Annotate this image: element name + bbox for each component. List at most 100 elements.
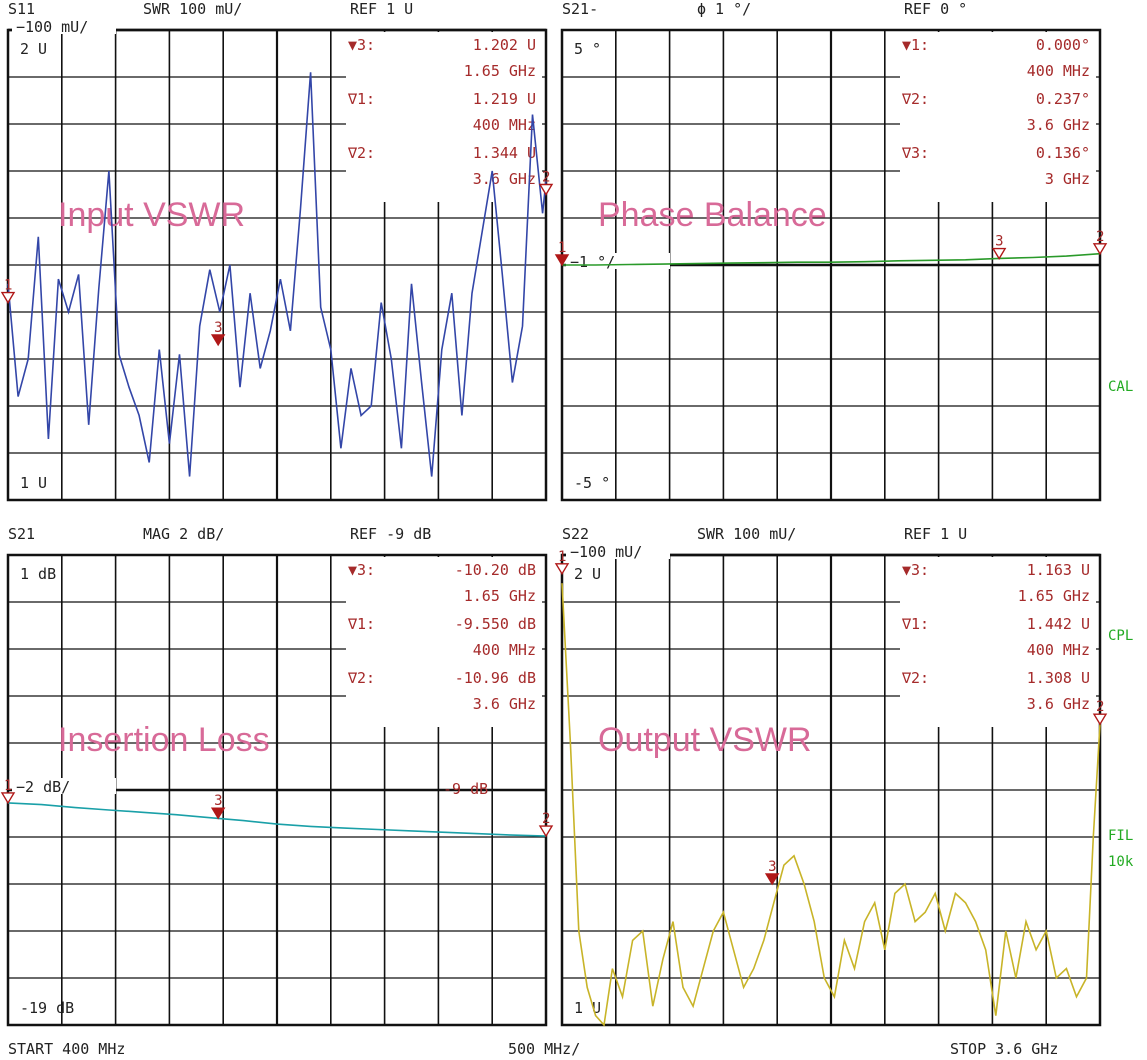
- marker-3-triangle: [991, 247, 1007, 260]
- marker-2-label: 2: [1096, 699, 1104, 715]
- marker-1-label: 1: [4, 778, 12, 794]
- readout-value-1: -9.550 dB: [455, 615, 536, 633]
- marker-1-triangle: [0, 792, 16, 805]
- readout-marker-3: ▼3:: [348, 36, 375, 54]
- readout-marker-3: ▼3:: [902, 561, 929, 579]
- scale-top-label: 2 U: [574, 565, 601, 583]
- trace-line: [7, 802, 547, 837]
- start-frequency: START 400 MHz: [8, 1040, 125, 1058]
- marker-2-label: 2: [1096, 229, 1104, 245]
- reference-label: REF 1 U: [350, 0, 413, 18]
- s21-phase-panel: S21- ϕ 1 °/ REF 0 ° ▼1: 0.000° 400 MHz ∇2: 0.23…: [554, 0, 1108, 502]
- readout-freq-1: 400 MHz: [1027, 641, 1090, 659]
- readout-value-3: 0.136°: [1036, 144, 1090, 162]
- marker-1-triangle: [0, 291, 16, 304]
- scale-top-label: 5 °: [574, 40, 601, 58]
- readout-marker-1: ∇1:: [347, 90, 375, 108]
- readout-freq-3: 1.65 GHz: [464, 62, 536, 80]
- frequency-division: 500 MHz/: [508, 1040, 580, 1058]
- scale-bottom-label: -5 °: [574, 474, 610, 492]
- reference-label: REF -9 dB: [350, 525, 431, 543]
- cal-label: CAL: [1108, 379, 1133, 395]
- cpl-label: CPL: [1108, 628, 1133, 644]
- marker-2-triangle: [1092, 243, 1108, 256]
- readout-marker-1: ▼1:: [902, 36, 929, 54]
- scale-top-label: 2 U: [20, 40, 47, 58]
- readout-background: [346, 557, 542, 727]
- readout-marker-3: ▼3:: [348, 561, 375, 579]
- marker-3-triangle: [210, 334, 226, 347]
- scale-bottom-label: 1 U: [574, 999, 601, 1017]
- readout-freq-2: 3.6 GHz: [1027, 695, 1090, 713]
- readout-freq-1: 400 MHz: [1027, 62, 1090, 80]
- scale-bottom-label: -19 dB: [20, 999, 74, 1017]
- scale-ref-label: −100 mU/: [16, 18, 88, 36]
- readout-freq-1: 400 MHz: [473, 116, 536, 134]
- readout-marker-2: ∇2:: [901, 90, 929, 108]
- scale-ref-label: −1 °/: [570, 253, 615, 271]
- marker-3-label: 3: [768, 859, 776, 875]
- readout-value-1: 0.000°: [1036, 36, 1090, 54]
- reference-label: REF 0 °: [904, 0, 967, 18]
- fil-label: FIL: [1108, 828, 1133, 844]
- readout-freq-3: 3 GHz: [1045, 170, 1090, 188]
- param-label: S21: [8, 525, 35, 543]
- panel-title: Insertion Loss: [58, 721, 270, 759]
- readout-background: [346, 32, 542, 202]
- marker-2-label: 2: [542, 811, 550, 827]
- panel-title: Output VSWR: [598, 721, 812, 759]
- marker-2-label: 2: [542, 170, 550, 186]
- readout-value-2: 0.237°: [1036, 90, 1090, 108]
- s22-panel: S22 SWR 100 mU/REF 1 U ▼3: 1.163 U 1.65 GHz ∇…: [554, 525, 1108, 1027]
- scale-bottom-label: 1 U: [20, 474, 47, 492]
- s21-mag-panel: S21 MAG 2 dB/REF -9 dB ▼3: -10.20 dB 1.65 GH…: [0, 525, 554, 1027]
- marker-3-label: 3: [214, 320, 222, 336]
- readout-freq-3: 1.65 GHz: [1018, 587, 1090, 605]
- panel-title: Input VSWR: [58, 196, 245, 234]
- marker-2-triangle: [538, 183, 554, 196]
- readout-marker-2: ∇2:: [347, 669, 375, 687]
- s11-panel: S11 SWR 100 mU/REF 1 U ▼3: 1.202 U 1.65 GHz ∇…: [0, 0, 554, 502]
- trace-line: [562, 252, 1101, 266]
- marker-3-triangle: [210, 807, 226, 820]
- param-label: S21-: [562, 0, 598, 18]
- scale-ref-bg: [12, 18, 116, 34]
- readout-value-3: -10.20 dB: [455, 561, 536, 579]
- marker-1-triangle: [554, 563, 570, 576]
- scale-ref-label: −100 mU/: [570, 543, 642, 561]
- readout-background: [900, 557, 1096, 727]
- readout-marker-1: ∇1:: [901, 615, 929, 633]
- readout-marker-3: ∇3:: [901, 144, 929, 162]
- readout-freq-2: 3.6 GHz: [473, 170, 536, 188]
- reference-label: REF 1 U: [904, 525, 967, 543]
- format-label: SWR 100 mU/: [697, 525, 796, 543]
- marker-2-triangle: [538, 825, 554, 838]
- marker-2-triangle: [1092, 713, 1108, 726]
- format-label: SWR 100 mU/: [143, 0, 242, 18]
- readout-freq-2: 3.6 GHz: [1027, 116, 1090, 134]
- readout-value-2: -10.96 dB: [455, 669, 536, 687]
- fil-bw-label: 10k: [1108, 854, 1134, 870]
- readout-value-3: 1.202 U: [473, 36, 536, 54]
- marker-1-label: 1: [558, 240, 566, 256]
- scale-top-label: 1 dB: [20, 565, 56, 583]
- param-label: S22: [562, 525, 589, 543]
- readout-value-2: 1.308 U: [1027, 669, 1090, 687]
- format-label: MAG 2 dB/: [143, 525, 224, 543]
- readout-marker-2: ∇2:: [901, 669, 929, 687]
- marker-3-label: 3: [995, 234, 1003, 250]
- readout-value-1: 1.442 U: [1027, 615, 1090, 633]
- scale-ref-label: −2 dB/: [16, 778, 70, 796]
- readout-marker-2: ∇2:: [347, 144, 375, 162]
- format-label: ϕ 1 °/: [697, 0, 751, 18]
- ref-level-label: -9 dB: [443, 780, 488, 798]
- readout-freq-2: 3.6 GHz: [473, 695, 536, 713]
- readout-value-2: 1.344 U: [473, 144, 536, 162]
- stop-frequency: STOP 3.6 GHz: [950, 1040, 1058, 1058]
- marker-1-label: 1: [558, 549, 566, 565]
- marker-3-label: 3: [214, 793, 222, 809]
- scale-ref-bg: [566, 543, 670, 559]
- marker-1-label: 1: [4, 278, 12, 294]
- readout-freq-3: 1.65 GHz: [464, 587, 536, 605]
